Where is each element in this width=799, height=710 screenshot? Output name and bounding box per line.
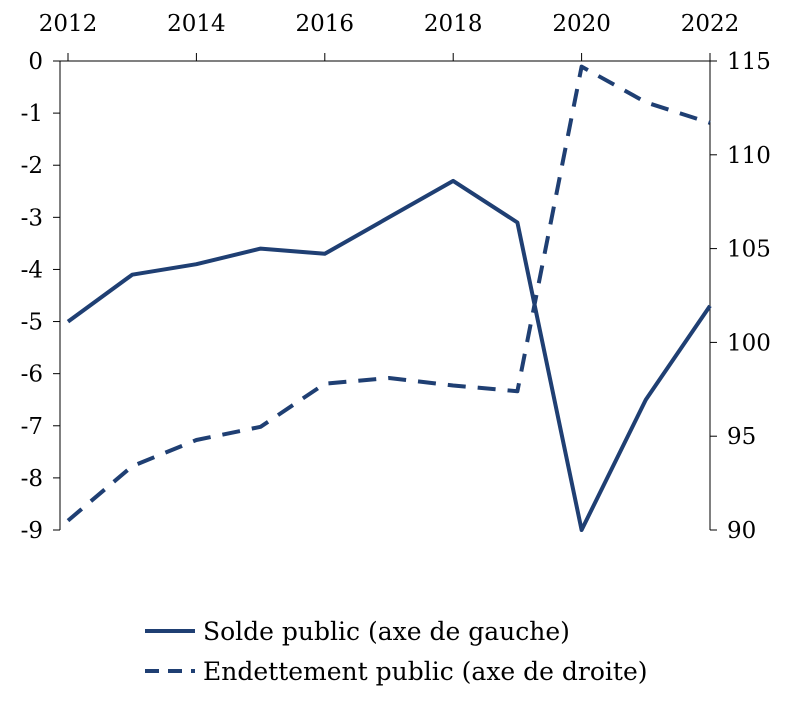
series-line-solde-public [66, 178, 712, 532]
y-left-tick-label: -8 [21, 466, 43, 492]
x-tick-label: 2020 [552, 11, 611, 37]
y-left-tick-label: -2 [21, 153, 43, 179]
x-tick-label: 2012 [39, 11, 98, 37]
y-right-tick-label: 95 [727, 424, 756, 450]
y-left-tick-label: -6 [21, 362, 43, 388]
y-left-tick-label: -7 [21, 414, 43, 440]
x-tick-label: 2018 [424, 11, 483, 37]
x-tick-label: 2016 [296, 11, 355, 37]
y-right-tick-label: 90 [727, 518, 756, 544]
y-right-tick-label: 100 [727, 330, 771, 356]
y-right-tick-label: 115 [727, 49, 771, 75]
y-right-tick-label: 110 [727, 143, 771, 169]
legend: Solde public (axe de gauche) Endettement… [145, 617, 648, 686]
y-left-tick-label: -4 [21, 257, 43, 283]
y-left-tick-label: -1 [21, 101, 43, 127]
x-tick-label: 2014 [167, 11, 226, 37]
x-tick-label: 2022 [681, 11, 740, 37]
series-group [66, 64, 712, 532]
y-right-tick-label: 105 [727, 237, 771, 263]
y-left-tick-label: -9 [21, 518, 43, 544]
y-left-tick-label: 0 [28, 49, 43, 75]
legend-label-solde: Solde public (axe de gauche) [203, 617, 570, 646]
y-left-tick-label: -3 [21, 205, 43, 231]
legend-label-endettement: Endettement public (axe de droite) [203, 657, 648, 686]
series-line-endettement-public [66, 64, 711, 523]
y-left-tick-label: -5 [21, 310, 43, 336]
axes: 2012 2014 2016 2018 2020 2022 0 -1 -2 -3 -4 -5 -6 -7 -… [21, 11, 771, 544]
